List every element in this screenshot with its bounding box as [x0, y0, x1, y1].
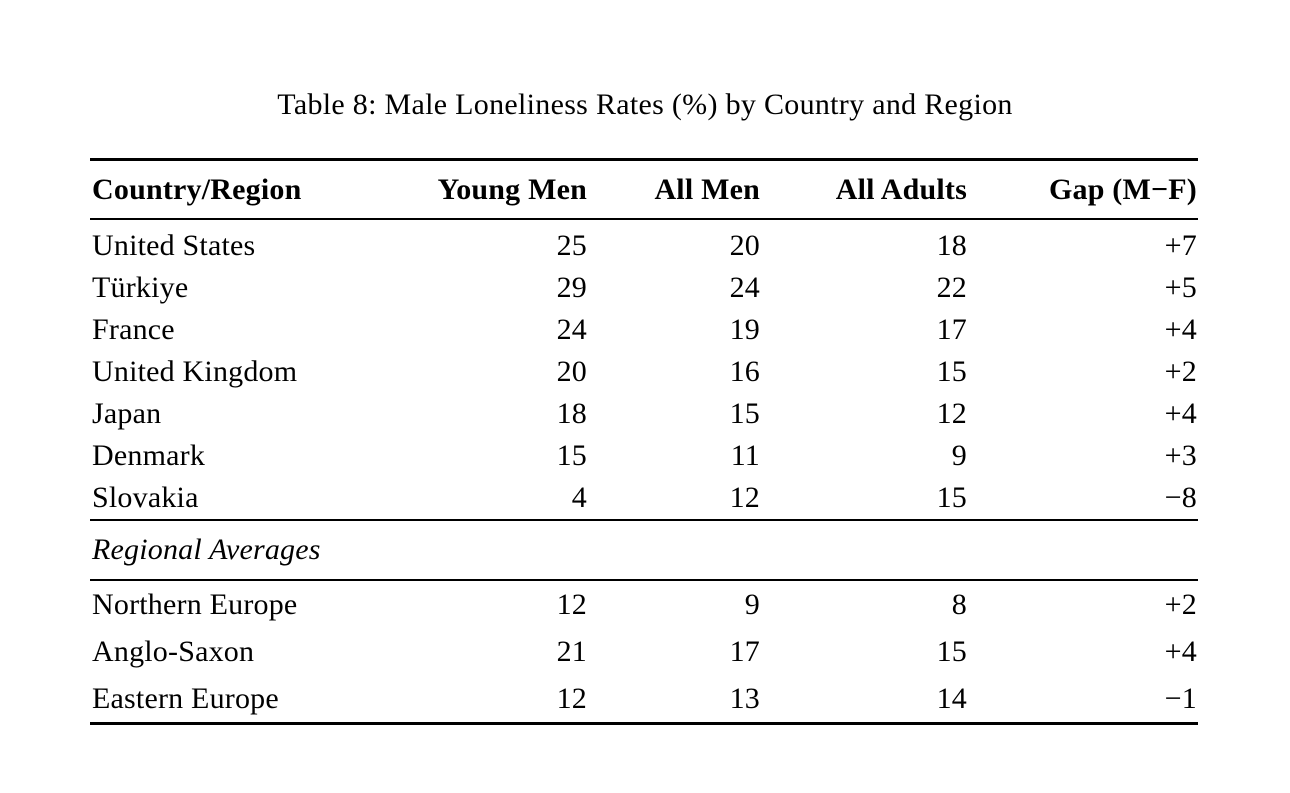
table-caption: Table 8: Male Loneliness Rates (%) by Co…: [277, 88, 1013, 121]
table-row: United States 25 20 18 +7: [90, 219, 1198, 267]
value-cell: +2: [1164, 355, 1197, 388]
value-cell: 20: [556, 355, 587, 388]
value-cell: 12: [729, 481, 760, 514]
value-cell: 17: [729, 634, 760, 668]
loneliness-table: Country/Region Young Men All Men All Adu…: [90, 158, 1198, 725]
value-cell: 24: [556, 313, 587, 346]
table-row: Slovakia 4 12 15 −8: [90, 477, 1198, 520]
country-rows: United States 25 20 18 +7 Türkiye 29 24 22 +5 Fran…: [90, 219, 1198, 520]
value-cell: +3: [1164, 439, 1197, 472]
value-cell: 9: [744, 587, 760, 621]
value-cell: +7: [1164, 229, 1197, 262]
value-cell: +5: [1164, 271, 1197, 304]
header-young-men: Young Men: [396, 159, 588, 220]
value-cell: 19: [729, 313, 760, 346]
value-cell: +4: [1164, 634, 1197, 668]
value-cell: 16: [729, 355, 760, 388]
value-cell: 14: [936, 681, 967, 715]
table-row: Eastern Europe 12 13 14 −1: [90, 675, 1198, 724]
value-cell: 12: [556, 681, 587, 715]
value-cell: 4: [571, 481, 587, 514]
table-row: France 24 19 17 +4: [90, 309, 1198, 351]
value-cell: 12: [936, 397, 967, 430]
value-cell: 18: [936, 229, 967, 262]
section-row: Regional Averages: [90, 519, 1198, 581]
table-row: Anglo-Saxon 21 17 15 +4: [90, 628, 1198, 675]
section-divider: Regional Averages: [90, 519, 1198, 581]
value-cell: 18: [556, 397, 587, 430]
value-cell: 8: [951, 587, 967, 621]
value-cell: 15: [729, 397, 760, 430]
value-cell: 25: [556, 229, 587, 262]
value-cell: +2: [1164, 587, 1197, 621]
value-cell: 29: [556, 271, 587, 304]
value-cell: +4: [1164, 397, 1197, 430]
value-cell: 22: [936, 271, 967, 304]
row-label-cell: Northern Europe: [92, 587, 298, 621]
header-all-adults: All Adults: [761, 159, 968, 220]
loneliness-table-container: Country/Region Young Men All Men All Adu…: [90, 158, 1198, 725]
row-label-cell: Anglo-Saxon: [92, 634, 255, 668]
row-label-cell: United States: [92, 229, 256, 262]
row-label-cell: Türkiye: [92, 271, 189, 304]
value-cell: 17: [936, 313, 967, 346]
table-row: Northern Europe 12 9 8 +2: [90, 580, 1198, 628]
header-country-region: Country/Region: [90, 159, 396, 220]
value-cell: 15: [936, 634, 967, 668]
value-cell: −1: [1164, 681, 1197, 715]
value-cell: −8: [1164, 481, 1197, 514]
table-header: Country/Region Young Men All Men All Adu…: [90, 159, 1198, 220]
row-label-cell: Eastern Europe: [92, 681, 279, 715]
value-cell: 12: [556, 587, 587, 621]
value-cell: 24: [729, 271, 760, 304]
section-label: Regional Averages: [90, 519, 1198, 581]
table-row: United Kingdom 20 16 15 +2: [90, 351, 1198, 393]
value-cell: +4: [1164, 313, 1197, 346]
row-label-cell: Denmark: [92, 439, 206, 472]
row-label-cell: France: [92, 313, 175, 346]
value-cell: 11: [730, 439, 760, 472]
value-cell: 15: [936, 355, 967, 388]
value-cell: 15: [556, 439, 587, 472]
region-rows: Northern Europe 12 9 8 +2 Anglo-Saxon 21 17 15 +4…: [90, 580, 1198, 724]
header-gap-mf: Gap (M−F): [968, 159, 1198, 220]
value-cell: 9: [951, 439, 967, 472]
row-label-cell: United Kingdom: [92, 355, 298, 388]
table-row: Denmark 15 11 9 +3: [90, 435, 1198, 477]
value-cell: 15: [936, 481, 967, 514]
row-label-cell: Japan: [92, 397, 162, 430]
value-cell: 13: [729, 681, 760, 715]
value-cell: 21: [556, 634, 587, 668]
table-row: Japan 18 15 12 +4: [90, 393, 1198, 435]
row-label-cell: Slovakia: [92, 481, 199, 514]
value-cell: 20: [729, 229, 760, 262]
header-row: Country/Region Young Men All Men All Adu…: [90, 159, 1198, 220]
table-row: Türkiye 29 24 22 +5: [90, 267, 1198, 309]
header-all-men: All Men: [588, 159, 761, 220]
